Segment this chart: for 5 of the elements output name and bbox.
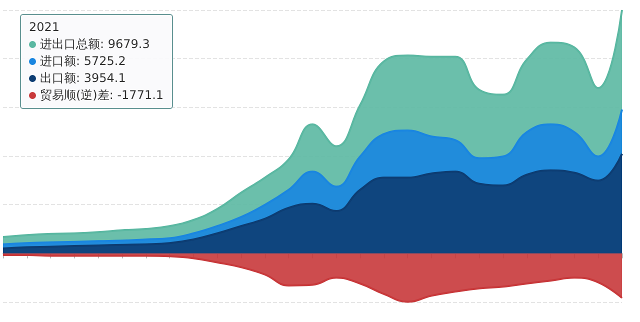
- annotation: 贸易顺(逆)差: -1771.1: [39, 87, 164, 104]
- annotation: 进口额: 5725.2: [39, 53, 127, 70]
- annotation: 2021: [29, 19, 61, 36]
- annotation: 出口额: 3954.1: [39, 70, 127, 87]
- annotation: 进出口总额: 9679.3: [39, 36, 151, 53]
